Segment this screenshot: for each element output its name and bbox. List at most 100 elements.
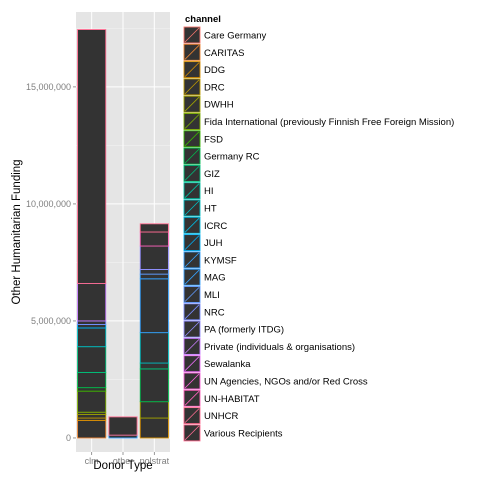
bar-segment xyxy=(77,371,107,389)
bar-segment xyxy=(139,273,169,280)
legend-label: MAG xyxy=(204,273,226,284)
bar-segment xyxy=(77,387,107,392)
y-tick-label: 0 xyxy=(66,433,71,443)
legend-label: UN-HABITAT xyxy=(204,394,260,405)
bar-segment xyxy=(108,416,138,436)
x-tick-label: other xyxy=(113,456,134,466)
legend-key-slash xyxy=(184,269,200,285)
legend-label: UN Agencies, NGOs and/or Red Cross xyxy=(204,377,368,388)
y-tick-label: 15,000,000 xyxy=(26,82,71,92)
legend-key-slash xyxy=(184,408,200,423)
legend-label: NRC xyxy=(204,307,225,318)
bar-segment xyxy=(139,401,169,419)
legend-key-slash xyxy=(184,321,200,337)
bar-segment xyxy=(139,417,169,439)
bars xyxy=(77,29,169,439)
legend-key-slash xyxy=(184,45,200,60)
legend-entry: DRC xyxy=(183,78,225,96)
legend-key-slash xyxy=(184,131,200,147)
y-axis-title: Other Humanitarian Funding xyxy=(11,159,23,304)
legend-entry: Care Germany xyxy=(183,26,267,44)
legend-entry: MAG xyxy=(183,268,226,286)
legend-entry: UN Agencies, NGOs and/or Red Cross xyxy=(183,372,368,390)
legend-label: KYMSF xyxy=(204,255,237,266)
legend-entry: Fida International (previously Finnish F… xyxy=(183,113,454,130)
legend-label: GIZ xyxy=(204,169,220,180)
legend-label: Sewalanka xyxy=(204,359,251,370)
legend-entry: DWHH xyxy=(183,95,234,113)
bar-segment xyxy=(139,268,169,275)
legend-entry: HT xyxy=(183,199,217,217)
legend-label: DDG xyxy=(204,65,225,76)
x-tick-label: clm xyxy=(85,456,99,466)
bar-segment xyxy=(77,283,107,322)
x-axis-title: Donor Type xyxy=(93,460,152,472)
legend-label: DRC xyxy=(204,82,225,93)
bar-segment xyxy=(139,278,169,334)
bar-segment xyxy=(139,368,169,403)
legend-label: CARITAS xyxy=(204,48,244,59)
legend-key-slash xyxy=(184,356,200,371)
legend-label: DWHH xyxy=(204,100,234,111)
legend-entry: Private (individuals & organisations) xyxy=(183,337,355,355)
legend-entry: FSD xyxy=(183,130,223,148)
bar-segment xyxy=(77,419,107,439)
x-axis-ticks: clm other polstrat xyxy=(85,452,170,466)
legend-label: ICRC xyxy=(204,221,227,232)
bar-segment xyxy=(77,320,107,325)
legend-key-slash xyxy=(184,79,200,95)
bar-segment xyxy=(139,223,169,233)
y-tick-label: 5,000,000 xyxy=(31,316,71,326)
legend-label: Care Germany xyxy=(204,31,267,42)
bar-segment xyxy=(77,346,107,373)
legend-label: UNHCR xyxy=(204,411,238,422)
legend-entry: Germany RC xyxy=(183,147,260,165)
legend-entry: DDG xyxy=(183,61,225,79)
legend-entry: KYMSF xyxy=(183,251,237,269)
legend-label: MLI xyxy=(204,290,220,301)
bar-segment xyxy=(77,323,107,329)
legend-key-slash xyxy=(184,200,200,216)
legend-entry: Sewalanka xyxy=(183,355,251,373)
bar-segment xyxy=(139,332,169,364)
legend-entry: PA (formerly ITDG) xyxy=(183,320,284,338)
legend-key-slash xyxy=(184,62,200,77)
legend-entry: Various Recipients xyxy=(183,424,283,442)
bar-segment xyxy=(139,231,169,247)
legend-label: PA (formerly ITDG) xyxy=(204,325,284,336)
legend-label: HI xyxy=(204,186,214,197)
legend-key-slash xyxy=(184,252,200,268)
legend-entry: MLI xyxy=(183,286,220,303)
legend-title: channel xyxy=(185,14,221,25)
legend-key-slash xyxy=(184,183,200,198)
legend-label: Fida International (previously Finnish F… xyxy=(204,117,454,128)
legend-label: Germany RC xyxy=(204,152,260,163)
legend: channel Care Germany CARITAS DDG DRC DWHH Fid… xyxy=(183,14,454,442)
y-axis-ticks: 0 5,000,000 10,000,000 15,000,000 xyxy=(26,82,76,443)
legend-entry: NRC xyxy=(183,303,225,321)
legend-key-slash xyxy=(184,373,200,389)
legend-key-slash xyxy=(184,304,200,320)
legend-key-slash xyxy=(184,425,200,441)
bar-segment xyxy=(77,414,107,419)
bar-segment xyxy=(77,29,107,284)
legend-label: Various Recipients xyxy=(204,428,283,439)
legend-key-slash xyxy=(184,235,200,250)
legend-key-slash xyxy=(184,339,200,354)
bar-segment xyxy=(77,390,107,413)
legend-label: Private (individuals & organisations) xyxy=(204,342,355,353)
legend-key-slash xyxy=(184,148,200,164)
legend-entry: UNHCR xyxy=(183,407,238,425)
bar-segment xyxy=(139,362,169,370)
legend-entry: JUH xyxy=(183,234,223,252)
legend-key-slash xyxy=(184,166,200,181)
legend-label: FSD xyxy=(204,134,223,145)
legend-key-slash xyxy=(184,218,200,233)
legend-label: HT xyxy=(204,204,217,215)
legend-key-slash xyxy=(184,114,200,129)
bar-segment xyxy=(77,327,107,348)
legend-label: JUH xyxy=(204,238,223,249)
legend-key-slash xyxy=(184,96,200,112)
x-tick-label: polstrat xyxy=(140,456,170,466)
legend-entry: CARITAS xyxy=(183,43,244,61)
